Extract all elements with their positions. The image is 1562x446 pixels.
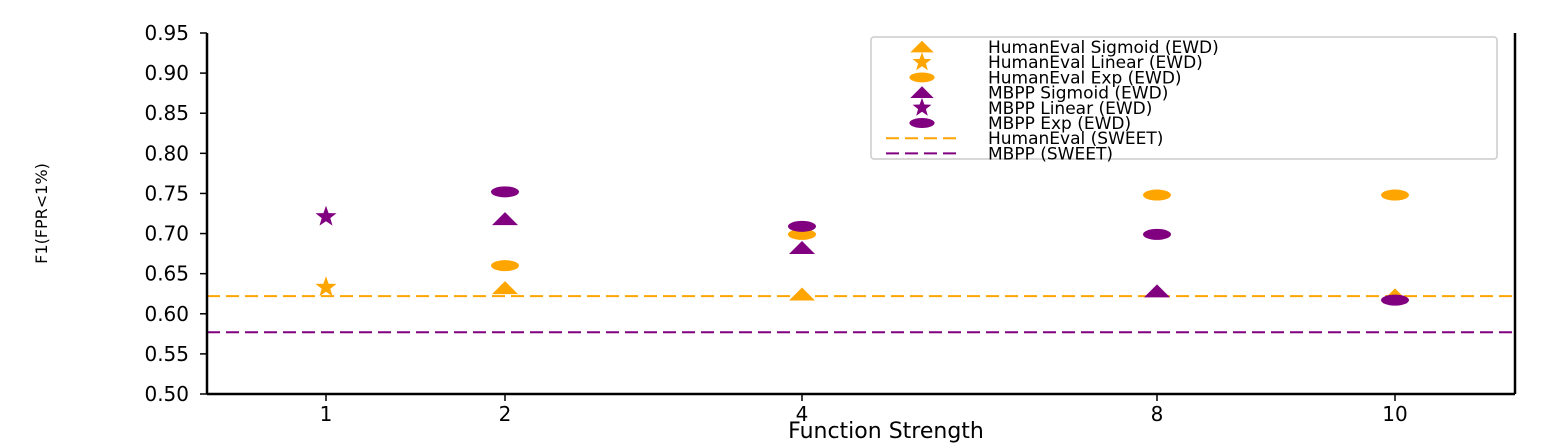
y-tick-label: 0.95 xyxy=(144,21,189,45)
y-tick-label: 0.60 xyxy=(144,302,189,326)
data-point-mbpp-linear-ewd xyxy=(315,205,337,226)
legend-label-humaneval-sweet: HumanEval (SWEET) xyxy=(988,129,1163,149)
y-tick-label: 0.85 xyxy=(144,101,189,125)
legend-marker-mbpp-linear-ewd xyxy=(912,97,932,116)
axes: 0.50 0.55 0.60 0.65 0.70 0.75 0.80 0.85 0.90 0.95… xyxy=(144,21,1517,426)
plot-marks xyxy=(207,186,1515,334)
legend-label-humaneval-exp-ewd: HumanEval Exp (EWD) xyxy=(988,68,1182,88)
x-tick-label: 2 xyxy=(499,402,512,426)
data-point-humaneval-exp-ewd xyxy=(491,260,519,272)
legend: HumanEval Sigmoid (EWD)HumanEval Linear … xyxy=(870,36,1498,164)
data-point-mbpp-sigmoid-ewd xyxy=(492,212,518,226)
y-tick-label: 0.75 xyxy=(144,181,189,205)
legend-label-mbpp-linear-ewd: MBPP Linear (EWD) xyxy=(988,99,1152,119)
data-point-humaneval-linear-ewd xyxy=(315,276,337,297)
legend-marker-humaneval-linear-ewd xyxy=(912,52,932,71)
x-tick-label: 8 xyxy=(1151,402,1164,426)
x-tick-label: 10 xyxy=(1382,402,1407,426)
data-point-mbpp-exp-ewd xyxy=(1381,294,1409,306)
legend-label-mbpp-exp-ewd: MBPP Exp (EWD) xyxy=(988,114,1131,134)
y-tick-label: 0.55 xyxy=(144,342,189,366)
data-point-humaneval-sigmoid-ewd xyxy=(789,287,815,301)
legend-label-mbpp-sweet: MBPP (SWEET) xyxy=(988,144,1113,164)
data-point-humaneval-exp-ewd xyxy=(788,228,816,240)
y-tick-label: 0.70 xyxy=(144,222,189,246)
x-tick-label: 1 xyxy=(320,402,333,426)
x-axis-label: Function Strength xyxy=(788,419,984,444)
y-tick-label: 0.90 xyxy=(144,61,189,85)
y-tick-label: 0.65 xyxy=(144,262,189,286)
data-point-mbpp-exp-ewd xyxy=(788,220,816,232)
y-tick-label: 0.50 xyxy=(144,382,189,406)
legend-box xyxy=(870,36,1498,160)
y-tick-label: 0.80 xyxy=(144,141,189,165)
data-point-humaneval-sigmoid-ewd xyxy=(492,281,518,295)
data-point-mbpp-sigmoid-ewd xyxy=(1144,284,1170,298)
legend-label-mbpp-sigmoid-ewd: MBPP Sigmoid (EWD) xyxy=(988,84,1168,104)
legend-marker-humaneval-exp-ewd xyxy=(909,72,935,83)
legend-label-humaneval-linear-ewd: HumanEval Linear (EWD) xyxy=(988,53,1203,73)
x-tick-label: 4 xyxy=(796,402,809,426)
data-point-mbpp-sigmoid-ewd xyxy=(789,240,815,254)
data-point-humaneval-exp-ewd xyxy=(1143,189,1171,201)
y-axis-label: F1(FPR<1%) xyxy=(32,163,51,264)
legend-label-humaneval-sigmoid-ewd: HumanEval Sigmoid (EWD) xyxy=(988,38,1219,58)
data-point-mbpp-exp-ewd xyxy=(491,186,519,198)
legend-marker-humaneval-sigmoid-ewd xyxy=(910,40,934,53)
data-point-mbpp-exp-ewd xyxy=(1143,228,1171,240)
data-point-humaneval-exp-ewd xyxy=(1381,189,1409,201)
legend-marker-mbpp-sigmoid-ewd xyxy=(910,86,934,98)
legend-marker-mbpp-exp-ewd xyxy=(909,118,935,128)
